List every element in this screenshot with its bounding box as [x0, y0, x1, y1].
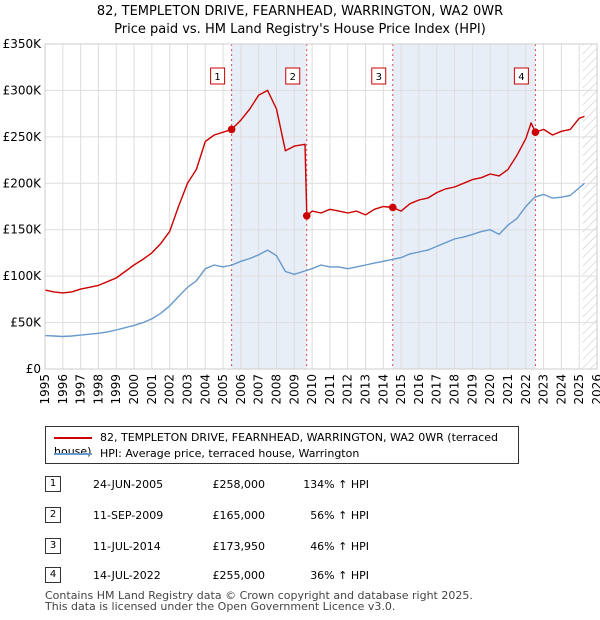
- chart-subtitle: Price paid vs. HM Land Registry's House …: [114, 22, 486, 37]
- transaction-number: 3: [45, 538, 61, 554]
- transaction-number: 1: [45, 476, 61, 492]
- legend-swatch-hpi: [54, 453, 92, 455]
- y-tick-label: £150K: [3, 223, 43, 237]
- x-tick-label: 2003: [180, 374, 194, 405]
- x-tick-label: 2002: [163, 374, 177, 405]
- sale-label-text: 1: [214, 72, 220, 83]
- transaction-hpi: 134% ↑ HPI: [303, 478, 369, 491]
- x-tick-label: 2023: [537, 374, 551, 405]
- sale-label-text: 2: [290, 72, 296, 83]
- x-tick-label: 1997: [74, 374, 88, 405]
- x-tick-label: 2011: [323, 374, 337, 405]
- x-tick-label: 2001: [145, 374, 159, 405]
- x-tick-label: 2024: [554, 374, 568, 405]
- y-tick-label: £0: [26, 362, 41, 376]
- transaction-number: 4: [45, 567, 61, 583]
- future-hatch: [582, 44, 597, 369]
- sale-label-text: 3: [376, 72, 382, 83]
- plot-border: [44, 43, 598, 370]
- x-tick-label: 2014: [376, 374, 390, 405]
- sale-point: [302, 211, 311, 220]
- transaction-date: 14-JUL-2022: [93, 569, 161, 582]
- x-tick-label: 1996: [56, 374, 70, 405]
- x-tick-label: 2010: [305, 374, 319, 405]
- transaction-number: 2: [45, 507, 61, 523]
- x-tick-label: 2026: [590, 374, 600, 405]
- x-tick-label: 2022: [519, 374, 533, 405]
- transaction-hpi: 56% ↑ HPI: [310, 509, 369, 522]
- x-tick-label: 1998: [91, 374, 105, 405]
- x-tick-label: 2013: [359, 374, 373, 405]
- footer-copyright: Contains HM Land Registry data © Crown c…: [45, 589, 473, 602]
- x-tick-label: 2000: [127, 374, 141, 405]
- sale-label-text: 4: [518, 72, 524, 83]
- transaction-date: 11-SEP-2009: [93, 509, 164, 522]
- x-tick-label: 2015: [394, 374, 408, 405]
- x-tick-label: 2005: [216, 374, 230, 405]
- transaction-price: £255,000: [212, 569, 266, 582]
- price-chart: 1 2 3 4 £0 £50K £100K £150K £200K £250K £300K £350K…: [3, 37, 600, 405]
- x-tick-label: 2018: [448, 374, 462, 405]
- y-tick-label: £250K: [3, 130, 43, 144]
- y-tick-label: £50K: [10, 316, 42, 330]
- legend: 82, TEMPLETON DRIVE, FEARNHEAD, WARRINGT…: [45, 426, 519, 464]
- footer-license: This data is licensed under the Open Gov…: [45, 600, 396, 613]
- sale-point: [388, 203, 397, 212]
- transaction-hpi: 36% ↑ HPI: [310, 569, 369, 582]
- y-tick-label: £100K: [3, 269, 43, 283]
- transaction-date: 11-JUL-2014: [93, 540, 161, 553]
- x-tick-label: 1995: [38, 374, 52, 405]
- property-price-line: [44, 89, 585, 294]
- x-tick-label: 2009: [287, 374, 301, 405]
- x-tick-label: 2016: [412, 374, 426, 405]
- y-tick-label: £350K: [3, 37, 43, 51]
- transaction-date: 24-JUN-2005: [93, 478, 164, 491]
- x-tick-label: 2019: [465, 374, 479, 405]
- y-tick-label: £200K: [3, 176, 43, 190]
- sale-label-box: [285, 67, 301, 85]
- transaction-price: £165,000: [212, 509, 266, 522]
- transaction-hpi: 46% ↑ HPI: [310, 540, 369, 553]
- legend-item-property: 82, TEMPLETON DRIVE, FEARNHEAD, WARRINGT…: [54, 431, 518, 458]
- sale-point: [531, 128, 540, 137]
- x-tick-label: 2008: [269, 374, 283, 405]
- transaction-price: £173,950: [212, 540, 266, 553]
- hpi-line: [44, 182, 585, 338]
- x-tick-label: 1999: [109, 374, 123, 405]
- x-tick-label: 2007: [252, 374, 266, 405]
- shaded-period: [392, 44, 536, 369]
- sale-label-box: [210, 67, 226, 85]
- sale-label-box: [513, 67, 529, 85]
- legend-swatch-property: [54, 437, 92, 439]
- x-tick-label: 2006: [234, 374, 248, 405]
- x-tick-label: 2004: [198, 374, 212, 405]
- legend-label-hpi: HPI: Average price, terraced house, Warr…: [100, 447, 360, 460]
- legend-item-hpi: HPI: Average price, terraced house, Warr…: [54, 447, 359, 461]
- x-tick-label: 2017: [430, 374, 444, 405]
- x-tick-label: 2020: [483, 374, 497, 405]
- sale-point: [227, 125, 236, 134]
- x-tick-label: 2025: [572, 374, 586, 405]
- sale-label-box: [371, 67, 387, 85]
- transaction-price: £258,000: [212, 478, 266, 491]
- x-tick-label: 2012: [341, 374, 355, 405]
- y-tick-label: £300K: [3, 83, 43, 97]
- footer: Contains HM Land Registry data © Crown c…: [45, 590, 473, 612]
- x-tick-label: 2021: [501, 374, 515, 405]
- chart-title: 82, TEMPLETON DRIVE, FEARNHEAD, WARRINGT…: [96, 4, 504, 19]
